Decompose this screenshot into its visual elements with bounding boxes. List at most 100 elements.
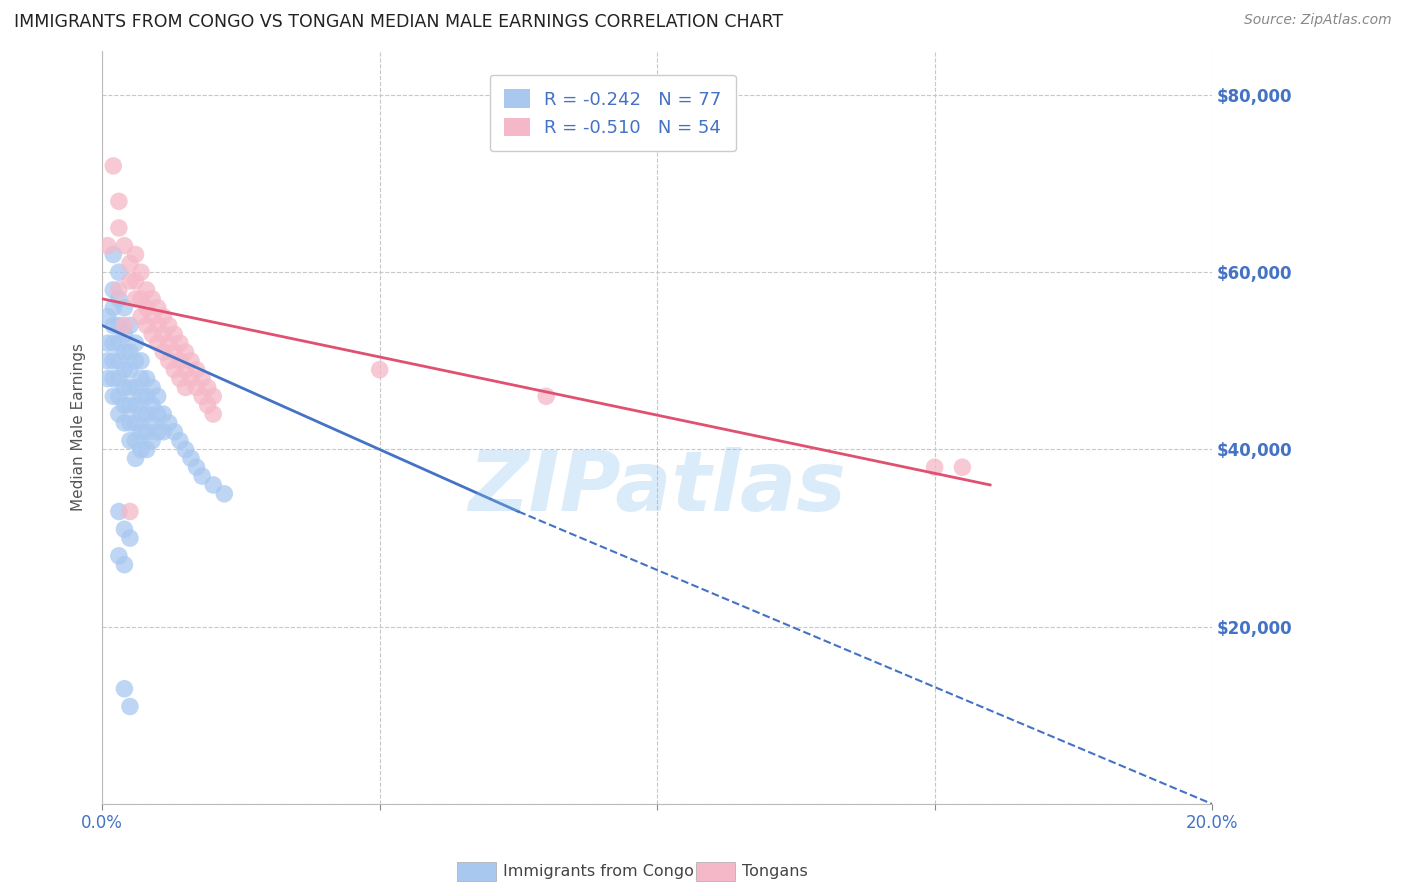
Point bbox=[129, 371, 152, 385]
Point bbox=[124, 336, 146, 351]
Point bbox=[180, 371, 202, 385]
Point bbox=[202, 407, 225, 421]
Point bbox=[124, 398, 146, 412]
Point bbox=[108, 194, 131, 209]
Point bbox=[186, 380, 208, 394]
Legend: R = -0.242   N = 77, R = -0.510   N = 54: R = -0.242 N = 77, R = -0.510 N = 54 bbox=[489, 75, 735, 152]
Point bbox=[112, 398, 135, 412]
Point bbox=[135, 389, 157, 403]
Point bbox=[129, 425, 152, 439]
Point bbox=[118, 504, 141, 518]
Point bbox=[112, 380, 135, 394]
Point bbox=[141, 416, 163, 430]
Point bbox=[180, 354, 202, 368]
Point bbox=[534, 389, 557, 403]
Point bbox=[118, 274, 141, 288]
Point bbox=[191, 389, 214, 403]
Point bbox=[112, 681, 135, 696]
Text: Immigrants from Congo: Immigrants from Congo bbox=[503, 864, 695, 879]
Point bbox=[163, 345, 186, 359]
Point bbox=[141, 434, 163, 448]
Point bbox=[97, 371, 120, 385]
Point bbox=[118, 380, 141, 394]
Point bbox=[103, 318, 125, 333]
Point bbox=[157, 416, 180, 430]
Text: IMMIGRANTS FROM CONGO VS TONGAN MEDIAN MALE EARNINGS CORRELATION CHART: IMMIGRANTS FROM CONGO VS TONGAN MEDIAN M… bbox=[14, 13, 783, 31]
Point bbox=[174, 380, 197, 394]
Point bbox=[112, 238, 135, 252]
Point bbox=[129, 310, 152, 324]
Point bbox=[103, 389, 125, 403]
Point bbox=[157, 336, 180, 351]
Point bbox=[118, 416, 141, 430]
Point bbox=[129, 354, 152, 368]
Point bbox=[169, 354, 191, 368]
Point bbox=[108, 318, 131, 333]
Y-axis label: Median Male Earnings: Median Male Earnings bbox=[72, 343, 86, 511]
Point bbox=[368, 362, 391, 376]
Point bbox=[152, 425, 174, 439]
Point bbox=[141, 398, 163, 412]
Point bbox=[169, 336, 191, 351]
Text: Tongans: Tongans bbox=[742, 864, 808, 879]
Point bbox=[118, 434, 141, 448]
Point bbox=[112, 301, 135, 315]
Point bbox=[174, 362, 197, 376]
Point bbox=[118, 699, 141, 714]
Point bbox=[103, 371, 125, 385]
Point bbox=[129, 407, 152, 421]
Point bbox=[108, 504, 131, 518]
Point bbox=[129, 442, 152, 457]
Point bbox=[112, 318, 135, 333]
Point bbox=[118, 362, 141, 376]
Point bbox=[146, 301, 169, 315]
Point bbox=[129, 389, 152, 403]
Point bbox=[108, 549, 131, 563]
Point bbox=[108, 292, 131, 306]
Point bbox=[124, 434, 146, 448]
Point bbox=[174, 345, 197, 359]
Point bbox=[157, 318, 180, 333]
Point bbox=[141, 380, 163, 394]
Point bbox=[103, 159, 125, 173]
Point bbox=[191, 469, 214, 483]
Point bbox=[97, 336, 120, 351]
Point bbox=[135, 318, 157, 333]
Point bbox=[146, 389, 169, 403]
Point bbox=[124, 416, 146, 430]
Point bbox=[112, 362, 135, 376]
Point bbox=[103, 336, 125, 351]
Point bbox=[108, 371, 131, 385]
Point bbox=[141, 327, 163, 342]
Point bbox=[108, 407, 131, 421]
Point bbox=[112, 327, 135, 342]
Point bbox=[197, 380, 219, 394]
Point bbox=[202, 389, 225, 403]
Point bbox=[124, 292, 146, 306]
Point bbox=[174, 442, 197, 457]
Point bbox=[186, 460, 208, 475]
Point bbox=[108, 221, 131, 235]
Point bbox=[169, 434, 191, 448]
Point bbox=[118, 345, 141, 359]
Point bbox=[152, 407, 174, 421]
Point bbox=[97, 354, 120, 368]
Point bbox=[135, 371, 157, 385]
Point bbox=[97, 238, 120, 252]
Point bbox=[146, 336, 169, 351]
Point bbox=[163, 362, 186, 376]
Point bbox=[202, 478, 225, 492]
Point bbox=[129, 265, 152, 279]
Point bbox=[103, 301, 125, 315]
Point bbox=[169, 371, 191, 385]
Point bbox=[103, 283, 125, 297]
Point bbox=[124, 247, 146, 261]
Point bbox=[103, 354, 125, 368]
Point bbox=[163, 425, 186, 439]
Point bbox=[191, 371, 214, 385]
Text: ZIPatlas: ZIPatlas bbox=[468, 447, 846, 528]
Point bbox=[124, 451, 146, 466]
Point bbox=[152, 310, 174, 324]
Point bbox=[146, 407, 169, 421]
Point bbox=[129, 292, 152, 306]
